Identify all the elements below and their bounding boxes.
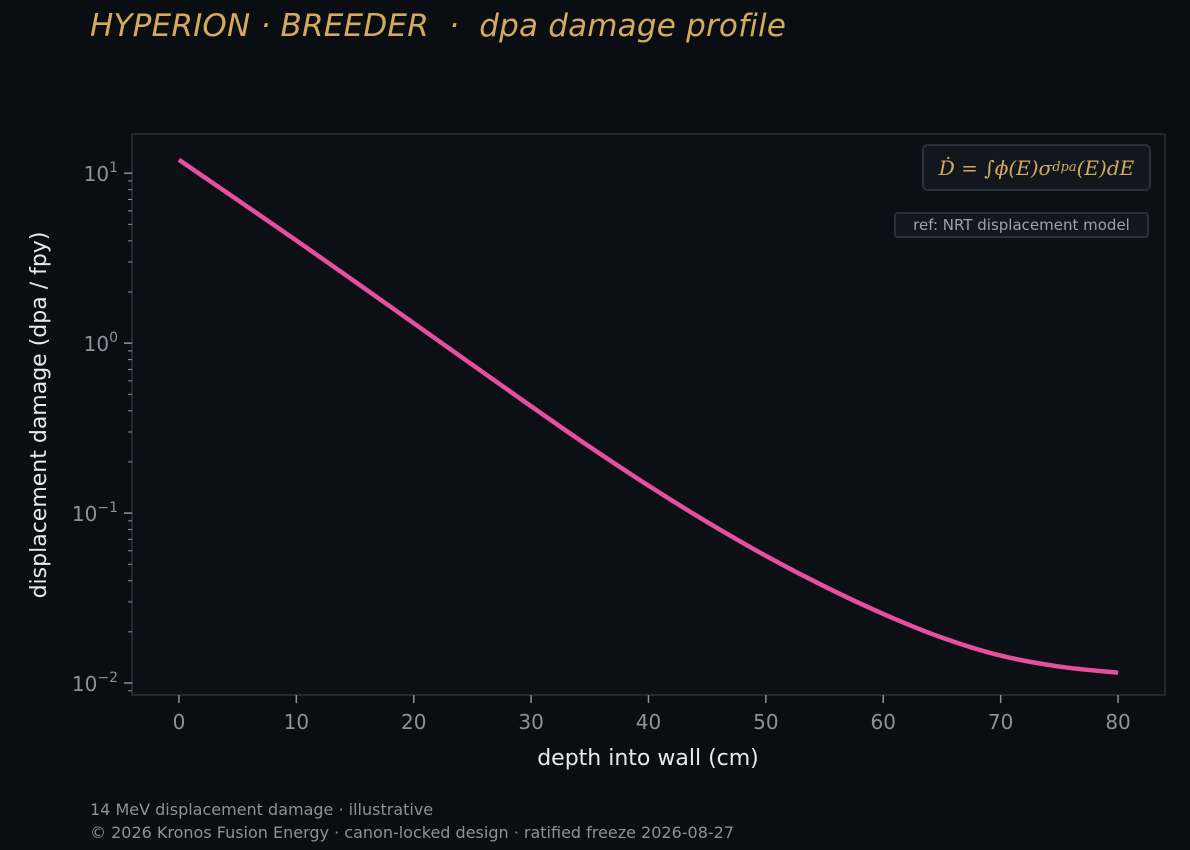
footer-copyright: © 2026 Kronos Fusion Energy · canon-lock…: [90, 823, 735, 842]
y-tick-label: 10−2: [72, 670, 118, 696]
x-tick-label: 70: [988, 710, 1013, 734]
equation-sigma-sub: dpa: [1052, 160, 1077, 175]
equation-tail: (E)dE: [1076, 155, 1135, 180]
equation-lhs: Ḋ = ∫: [938, 155, 995, 180]
chart-title: HYPERION · BREEDER · dpa damage profile: [90, 8, 787, 44]
x-tick-label: 40: [636, 710, 661, 734]
x-tick-label: 80: [1105, 710, 1130, 734]
x-tick-label: 50: [753, 710, 778, 734]
x-tick-label: 10: [284, 710, 309, 734]
equation-phi: ϕ(E): [994, 155, 1039, 180]
footer-caption: 14 MeV displacement damage · illustrativ…: [90, 800, 434, 819]
equation-box: Ḋ = ∫ ϕ(E) σ dpa (E)dE: [922, 144, 1151, 191]
x-tick-label: 60: [871, 710, 896, 734]
x-tick-label: 0: [173, 710, 186, 734]
y-axis-ticks: 10−2 10−1 100 101: [72, 160, 132, 696]
series-line-dpa: [177, 157, 1119, 675]
x-axis-label: depth into wall (cm): [537, 746, 759, 771]
equation-sigma: σ: [1038, 155, 1053, 180]
y-axis-label: displacement damage (dpa / fpy): [27, 232, 52, 599]
x-tick-label: 20: [401, 710, 426, 734]
y-tick-label: 10−1: [72, 500, 118, 526]
x-axis-ticks: 0 10 20 30 40 50 60 70 80: [173, 695, 1131, 734]
reference-box: ref: NRT displacement model: [894, 212, 1149, 238]
x-tick-label: 30: [518, 710, 543, 734]
y-tick-label: 101: [84, 160, 118, 186]
y-tick-label: 100: [84, 330, 118, 356]
